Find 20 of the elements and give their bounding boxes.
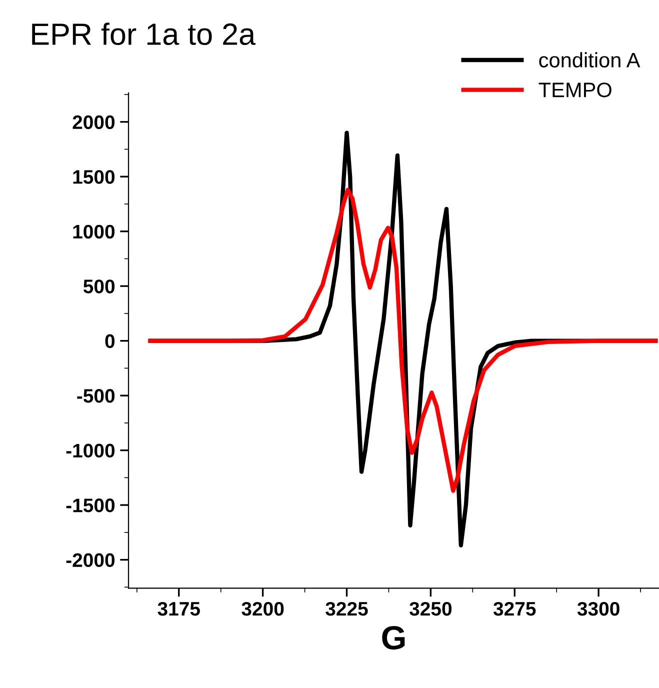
x-tick-label: 3175 [158, 602, 200, 616]
x-tick-label: 3300 [577, 602, 620, 616]
legend-label: condition A [539, 52, 640, 68]
y-tick-label: 2000 [72, 115, 115, 130]
x-tick-label: 3225 [326, 602, 368, 616]
y-tick-label: 1000 [73, 224, 115, 239]
x-tick-label: 3250 [410, 602, 452, 616]
x-axis-title: G [382, 626, 405, 650]
x-tick-label: 3275 [493, 602, 536, 616]
y-tick-label: 1500 [73, 170, 115, 184]
y-tick-label: -1000 [66, 444, 115, 458]
x-tick-label: 3200 [242, 602, 284, 616]
chart-title: EPR for 1a to 2a [32, 22, 256, 46]
y-tick-label: -2000 [66, 553, 115, 568]
y-tick-label: 0 [105, 334, 115, 348]
y-tick-label: -500 [77, 389, 115, 403]
line-series [148, 188, 658, 493]
y-tick-label: -1500 [66, 498, 115, 512]
y-tick-label: 500 [83, 280, 115, 294]
legend-label: TEMPO [538, 82, 612, 98]
